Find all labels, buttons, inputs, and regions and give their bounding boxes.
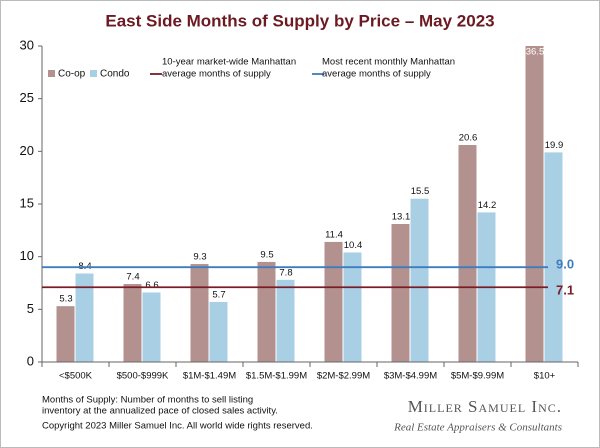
bar bbox=[324, 241, 343, 362]
legend-label: Most recent monthly Manhattan bbox=[322, 57, 455, 68]
bar bbox=[391, 224, 410, 362]
value-label: 15.5 bbox=[411, 186, 430, 197]
value-label: 5.3 bbox=[59, 294, 72, 305]
value-label: 20.6 bbox=[459, 133, 478, 144]
value-label: 11.4 bbox=[325, 229, 343, 240]
bar bbox=[343, 252, 362, 362]
legend-swatch bbox=[48, 70, 55, 77]
bar bbox=[525, 46, 544, 362]
value-label: 7.4 bbox=[126, 272, 139, 283]
y-tick-label: 5 bbox=[27, 301, 34, 316]
x-tick-label: $5M-$9.99M bbox=[451, 371, 504, 382]
legend-label: Co-op bbox=[58, 69, 86, 80]
value-label: 14.2 bbox=[478, 200, 497, 211]
value-label: 13.1 bbox=[392, 212, 411, 223]
x-tick-label: <$500K bbox=[59, 371, 93, 382]
y-tick-label: 10 bbox=[20, 248, 34, 263]
x-tick-label: $1M-$1.49M bbox=[183, 371, 236, 382]
bar bbox=[190, 264, 209, 362]
value-label: 7.8 bbox=[279, 267, 292, 278]
bar bbox=[56, 306, 75, 362]
plot bbox=[56, 46, 563, 362]
x-tick-label: $2M-$2.99M bbox=[317, 371, 370, 382]
bar bbox=[75, 273, 94, 362]
legend-label: average months of supply bbox=[322, 69, 431, 80]
logo-name: Miller Samuel Inc. bbox=[408, 397, 562, 416]
value-label: 9.5 bbox=[260, 249, 273, 260]
reference-label: 9.0 bbox=[556, 257, 574, 272]
footnote: inventory at the annualized pace of clos… bbox=[42, 406, 278, 417]
value-label: 6.6 bbox=[145, 280, 158, 291]
bar bbox=[142, 292, 161, 362]
bar bbox=[544, 152, 563, 362]
bar bbox=[458, 145, 477, 362]
value-label: 10.4 bbox=[344, 240, 363, 251]
legend-swatch bbox=[90, 70, 97, 77]
copyright: Copyright 2023 Miller Samuel Inc. All wo… bbox=[42, 421, 313, 432]
value-label: 9.3 bbox=[193, 252, 206, 263]
value-label: 5.7 bbox=[212, 289, 225, 300]
bar bbox=[410, 198, 429, 362]
bar bbox=[209, 301, 228, 362]
footnote: Months of Supply: Number of months to se… bbox=[42, 395, 253, 406]
x-tick-label: $3M-$4.99M bbox=[384, 371, 437, 382]
y-tick-label: 20 bbox=[20, 143, 34, 158]
bar bbox=[276, 279, 295, 362]
chart-title: East Side Months of Supply by Price – Ma… bbox=[105, 11, 494, 30]
bar bbox=[123, 284, 142, 362]
legend-label: Condo bbox=[100, 69, 130, 80]
value-label: 36.5 bbox=[526, 47, 545, 58]
x-tick-label: $500-$999K bbox=[117, 371, 169, 382]
bar bbox=[257, 261, 276, 362]
value-label: 19.9 bbox=[545, 140, 564, 151]
y-tick-label: 15 bbox=[20, 195, 34, 210]
legend-label: 10-year market-wide Manhattan bbox=[162, 57, 296, 68]
x-tick-label: $1.5M-$1.99M bbox=[246, 371, 307, 382]
legend-label: average months of supply bbox=[162, 69, 271, 80]
x-tick-label: $10+ bbox=[534, 371, 556, 382]
y-tick-label: 30 bbox=[20, 37, 34, 52]
reference-label: 7.1 bbox=[556, 283, 574, 298]
logo-tagline: Real Estate Appraisers & Consultants bbox=[393, 422, 562, 434]
y-tick-label: 25 bbox=[20, 90, 34, 105]
y-tick-label: 0 bbox=[27, 353, 34, 368]
